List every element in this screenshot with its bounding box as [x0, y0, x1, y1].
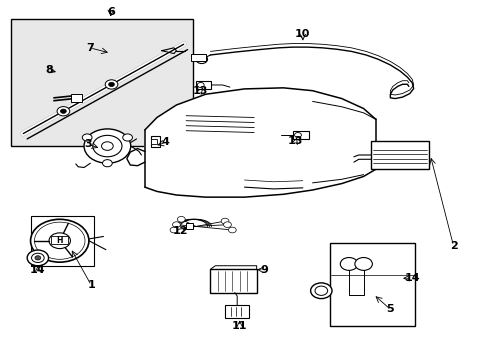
Bar: [186, 223, 193, 229]
Circle shape: [221, 218, 228, 224]
Circle shape: [57, 107, 70, 116]
Circle shape: [172, 222, 180, 228]
Bar: [210, 269, 256, 293]
Text: 4: 4: [162, 138, 169, 148]
Text: 10: 10: [295, 29, 310, 39]
Text: 3: 3: [84, 139, 92, 149]
Bar: [191, 54, 205, 62]
Bar: [370, 141, 428, 169]
Circle shape: [122, 134, 132, 141]
Text: 13: 13: [287, 136, 303, 147]
Circle shape: [310, 283, 331, 298]
Text: 1: 1: [87, 280, 95, 291]
Circle shape: [105, 80, 118, 89]
Polygon shape: [126, 149, 144, 166]
Circle shape: [82, 134, 92, 141]
Circle shape: [31, 253, 44, 262]
Circle shape: [93, 135, 122, 157]
Text: 14: 14: [404, 273, 419, 283]
Bar: [30, 216, 94, 266]
Circle shape: [314, 286, 327, 296]
Circle shape: [228, 227, 236, 233]
Polygon shape: [144, 88, 375, 197]
Circle shape: [170, 227, 178, 233]
Text: 9: 9: [260, 265, 267, 275]
Text: 2: 2: [449, 241, 456, 251]
Bar: [71, 94, 81, 102]
Bar: [11, 19, 193, 146]
Text: 6: 6: [107, 7, 115, 17]
Circle shape: [27, 250, 48, 266]
Circle shape: [108, 82, 114, 87]
Circle shape: [84, 129, 130, 163]
Circle shape: [102, 142, 113, 150]
Circle shape: [102, 159, 112, 167]
Text: 12: 12: [172, 226, 188, 236]
Circle shape: [49, 233, 70, 249]
Text: 14: 14: [30, 265, 45, 275]
Text: 5: 5: [386, 304, 393, 314]
Text: 7: 7: [86, 43, 94, 53]
Circle shape: [61, 109, 66, 113]
Text: H: H: [57, 236, 63, 245]
Circle shape: [354, 257, 372, 270]
Bar: [151, 136, 160, 147]
Circle shape: [35, 256, 41, 260]
Bar: [224, 305, 249, 318]
Text: 13: 13: [193, 86, 208, 96]
Text: 11: 11: [231, 321, 247, 332]
Bar: [51, 237, 68, 244]
Circle shape: [223, 222, 231, 228]
Circle shape: [177, 216, 185, 222]
Bar: [329, 243, 414, 327]
Bar: [151, 139, 157, 144]
Circle shape: [30, 219, 89, 262]
Circle shape: [340, 257, 357, 270]
Bar: [292, 131, 308, 139]
Circle shape: [196, 55, 207, 64]
Bar: [196, 81, 211, 89]
Text: 8: 8: [45, 65, 53, 75]
